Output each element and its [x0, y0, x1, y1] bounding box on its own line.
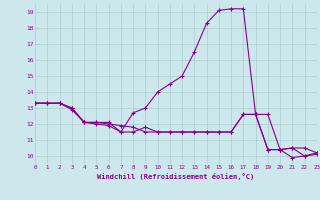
X-axis label: Windchill (Refroidissement éolien,°C): Windchill (Refroidissement éolien,°C): [97, 173, 255, 180]
